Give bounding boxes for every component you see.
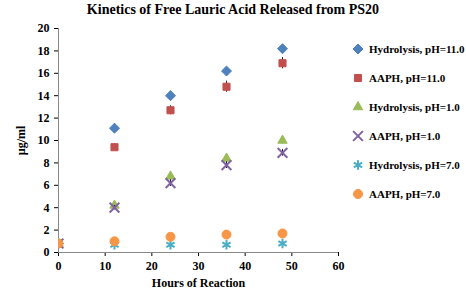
html-text:AAPH, pH=1.0: AAPH, pH=1.0 (369, 129, 441, 142)
svg-text:10: 10 (99, 259, 111, 273)
html-text:Kinetics of Free Lauric Acid R: Kinetics of Free Lauric Acid Released fr… (86, 2, 380, 17)
html-text:Hydrolysis, pH=11.0: Hydrolysis, pH=11.0 (369, 42, 465, 55)
svg-text:20: 20 (38, 21, 50, 35)
svg-text:40: 40 (239, 259, 251, 273)
svg-text:2: 2 (44, 223, 50, 237)
html-text:Hydrolysis, pH=1.0: Hydrolysis, pH=1.0 (369, 100, 460, 113)
svg-text:50: 50 (286, 259, 298, 273)
svg-text:16: 16 (38, 66, 50, 80)
svg-text:0: 0 (56, 259, 62, 273)
svg-text:Hours of Reaction: Hours of Reaction (152, 276, 246, 290)
html-text:AAPH, pH=7.0: AAPH, pH=7.0 (369, 187, 441, 200)
svg-text:30: 30 (193, 259, 205, 273)
svg-text:18: 18 (38, 44, 50, 58)
svg-text:12: 12 (38, 111, 50, 125)
svg-text:4: 4 (44, 201, 50, 215)
html-text:Hydrolysis, pH=7.0: Hydrolysis, pH=7.0 (369, 158, 460, 171)
svg-text:60: 60 (333, 259, 345, 273)
svg-text:6: 6 (44, 178, 50, 192)
svg-text:0: 0 (44, 245, 50, 259)
svg-text:14: 14 (38, 89, 50, 103)
html-text:AAPH, pH=11.0: AAPH, pH=11.0 (369, 71, 446, 84)
svg-text:µg/ml: µg/ml (14, 125, 28, 155)
svg-text:10: 10 (38, 133, 50, 147)
svg-text:8: 8 (44, 156, 50, 170)
svg-text:20: 20 (146, 259, 158, 273)
